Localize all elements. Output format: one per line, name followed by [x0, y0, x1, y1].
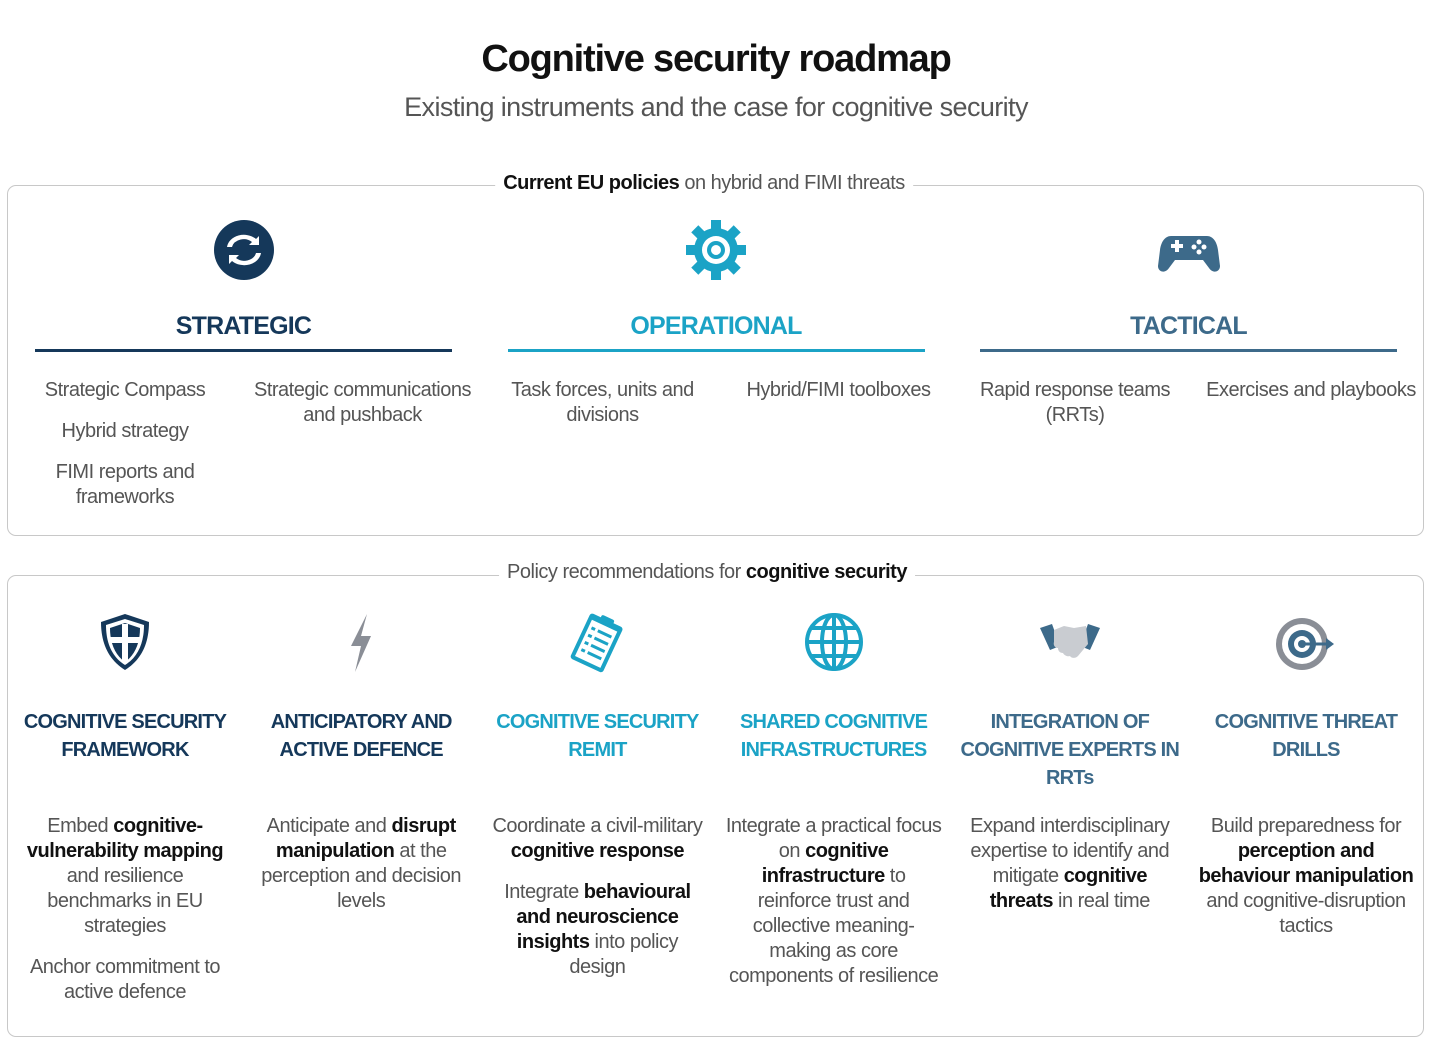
text: to reinforce trust and collective meanin…: [728, 865, 939, 987]
bold-text: behavioural and neuroscience insights: [516, 881, 691, 953]
item-group: Hybrid/FIMI toolboxes: [729, 378, 949, 419]
body: Coordinate a civil-military cognitive re…: [489, 814, 705, 996]
icon: [93, 610, 157, 674]
item-group: Rapid response teams (RRTs): [965, 378, 1185, 444]
paragraph: Expand interdisciplinary expertise to id…: [962, 814, 1178, 914]
icon-graphic: [571, 613, 623, 673]
body: Anticipate and disrupt manipulation at t…: [253, 814, 469, 930]
column-heading: ANTICIPATORY AND ACTIVE DEFENCE: [270, 711, 453, 761]
text: and cognitive-disruption tactics: [1206, 890, 1406, 937]
text: Integrate a practical focus on: [725, 815, 942, 862]
text: Anticipate and: [266, 815, 392, 837]
icon-graphic: [351, 614, 372, 672]
text: into policy design: [569, 931, 678, 978]
heading-rule: [507, 349, 925, 352]
item: Task forces, units and divisions: [511, 379, 694, 426]
text: Integrate: [504, 881, 584, 903]
icon-graphic: [1276, 618, 1334, 670]
column-heading: COGNITIVE SECURITY FRAMEWORK: [23, 711, 227, 761]
icon: [1157, 218, 1221, 282]
column-heading: COGNITIVE SECURITY REMIT: [496, 711, 699, 761]
icon-graphic: [1157, 236, 1220, 272]
icon-graphic: [804, 613, 863, 671]
paragraph: Anticipate and disrupt manipulation at t…: [253, 814, 469, 914]
item: Hybrid/FIMI toolboxes: [746, 379, 931, 401]
section-label: Policy recommendations for cognitive sec…: [499, 561, 915, 584]
icon-graphic: [213, 220, 274, 280]
bold-text: Current EU policies: [503, 172, 680, 194]
item: Strategic communications and pushback: [254, 379, 471, 426]
icon: [212, 218, 276, 282]
body: Integrate a practical focus on cognitive…: [726, 814, 942, 1005]
title: Cognitive security roadmap: [481, 38, 951, 80]
paragraph: Embed cognitive-vulnerability mapping an…: [17, 814, 233, 939]
column-heading: STRATEGIC: [175, 312, 312, 340]
icon: [329, 610, 393, 674]
body: Build preparedness for perception and be…: [1198, 814, 1414, 955]
text: Embed: [47, 815, 114, 837]
item: Strategic Compass: [44, 379, 206, 401]
item: FIMI reports and frameworks: [55, 461, 195, 508]
item-group: Exercises and playbooks: [1201, 378, 1421, 419]
subtitle: Existing instruments and the case for co…: [404, 92, 1028, 122]
bold-text: perception and behaviour manipulation: [1198, 840, 1414, 887]
text: Anchor commitment to active defence: [29, 956, 221, 1003]
icon: [1038, 610, 1102, 674]
icon: [684, 218, 748, 282]
bold-text: cognitive response: [510, 840, 685, 862]
item-group: Strategic Compass Hybrid strategy FIMI rep…: [35, 378, 215, 526]
column-heading: COGNITIVE THREAT DRILLS: [1214, 711, 1398, 761]
text: and resilience benchmarks in EU strategi…: [47, 865, 203, 937]
item: Rapid response teams (RRTs): [979, 379, 1171, 426]
body: Expand interdisciplinary expertise to id…: [962, 814, 1178, 930]
paragraph: Build preparedness for perception and be…: [1198, 814, 1414, 939]
text: Coordinate a civil-military: [492, 815, 703, 837]
body: Embed cognitive-vulnerability mapping an…: [17, 814, 233, 1021]
text: Expand interdisciplinary expertise to id…: [970, 815, 1170, 887]
item-group: Task forces, units and divisions: [493, 378, 713, 444]
bold-text: disrupt manipulation: [275, 815, 456, 862]
icon: [802, 610, 866, 674]
paragraph: Anchor commitment to active defence: [17, 955, 233, 1005]
text: on hybrid and FIMI threats: [679, 172, 905, 194]
bold-text: cognitive infrastructure: [761, 840, 889, 887]
section-label: Current EU policies on hybrid and FIMI t…: [495, 172, 913, 195]
icon-graphic: [101, 614, 149, 670]
paragraph: Coordinate a civil-military cognitive re…: [489, 814, 705, 864]
column-heading: OPERATIONAL: [630, 312, 802, 340]
item: Exercises and playbooks: [1206, 379, 1416, 401]
item: Hybrid strategy: [61, 420, 190, 442]
icon: [1274, 610, 1338, 674]
icon-graphic: [1039, 624, 1100, 658]
heading-rule: [35, 349, 452, 352]
column-heading: SHARED COGNITIVE INFRASTRUCTURES: [739, 711, 928, 761]
column-heading: INTEGRATION OF COGNITIVE EXPERTS IN RRTs: [960, 711, 1180, 789]
bold-text: cognitive-vulnerability mapping: [26, 815, 224, 862]
item-group: Strategic communications and pushback: [250, 378, 475, 444]
text: in real time: [1052, 890, 1150, 912]
paragraph: Integrate behavioural and neuroscience i…: [489, 880, 705, 980]
heading-rule: [980, 349, 1397, 352]
paragraph: Integrate a practical focus on cognitive…: [726, 814, 942, 989]
column-heading: TACTICAL: [1130, 312, 1248, 340]
icon: [565, 610, 629, 674]
bold-text: cognitive threats: [989, 865, 1148, 912]
icon-graphic: [686, 220, 746, 280]
text: at the perception and decision levels: [261, 840, 462, 912]
bold-text: cognitive security: [745, 561, 908, 583]
text: Build preparedness for: [1210, 815, 1402, 837]
text: Policy recommendations for: [507, 561, 746, 583]
